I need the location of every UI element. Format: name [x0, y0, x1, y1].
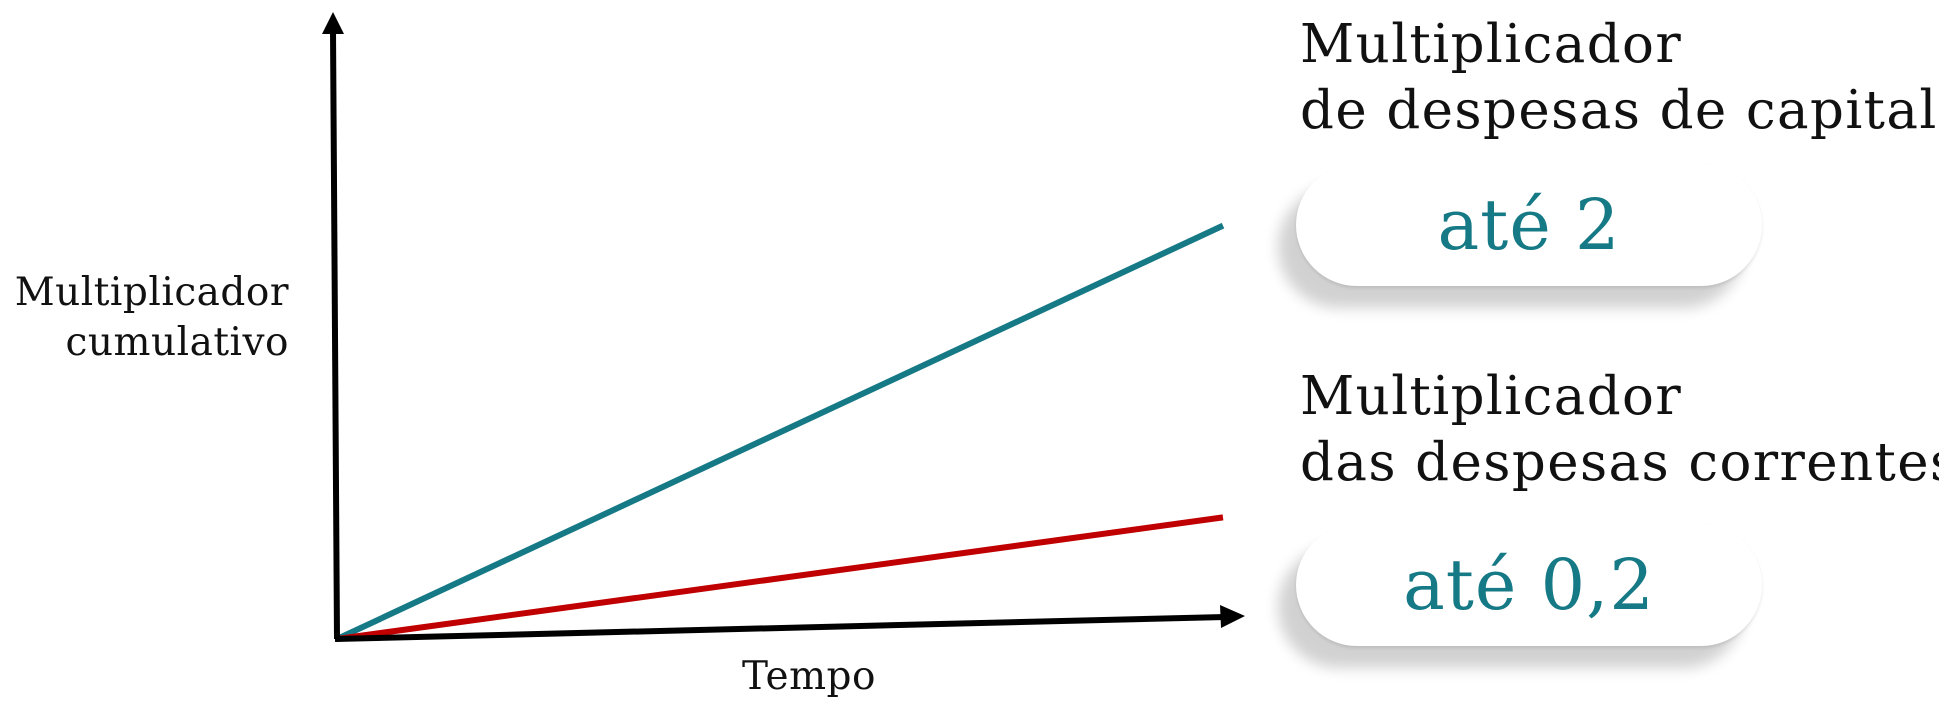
capital-multiplier-value-badge: até 2	[1296, 164, 1762, 286]
current-multiplier-value-badge: até 0,2	[1296, 524, 1762, 646]
y-axis-label: Multiplicador cumulativo	[15, 268, 289, 368]
capital-multiplier-title: Multiplicador de despesas de capital	[1300, 12, 1938, 144]
series-layer	[335, 222, 1225, 642]
current-multiplier-title-line-1: Multiplicador	[1300, 366, 1683, 427]
y-axis-label-line-2: cumulativo	[65, 320, 289, 365]
current-multiplier-title: Multiplicador das despesas correntes	[1300, 364, 1939, 496]
current-multiplier-title-line-2: das despesas correntes	[1300, 432, 1939, 493]
current-multiplier-value: até 0,2	[1403, 544, 1655, 626]
x-axis	[334, 614, 1226, 642]
y-axis	[330, 29, 340, 640]
y-axis-arrowhead	[322, 12, 344, 34]
current-expenditure-line	[336, 514, 1224, 642]
capital-multiplier-title-line-2: de despesas de capital	[1300, 80, 1938, 141]
y-axis-label-line-1: Multiplicador	[14, 270, 289, 315]
x-axis-label: Tempo	[742, 654, 876, 699]
x-axis-arrowhead	[1220, 605, 1245, 628]
capital-multiplier-value: até 2	[1437, 184, 1621, 266]
capital-multiplier-title-line-1: Multiplicador	[1300, 14, 1683, 75]
capital-expenditure-line	[335, 222, 1225, 642]
